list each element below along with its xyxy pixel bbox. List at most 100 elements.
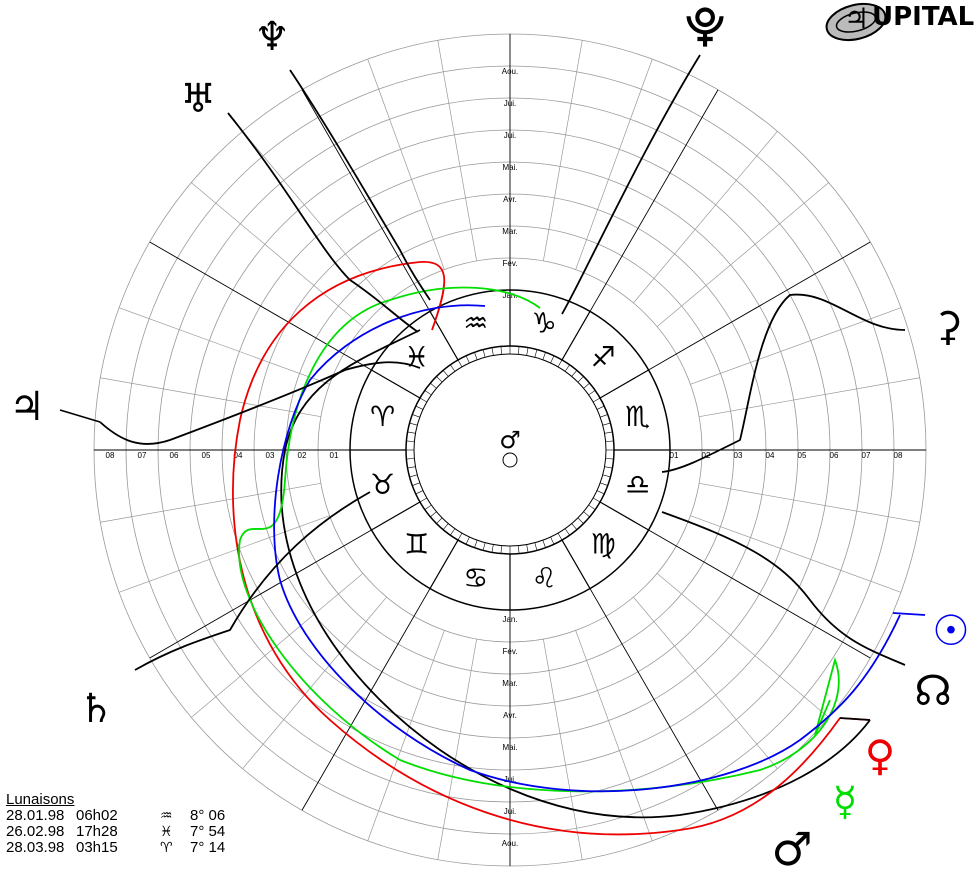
degree-tick: [588, 390, 596, 396]
degree-tick: [592, 397, 601, 403]
degree-tick: [588, 504, 596, 510]
grid-spoke: [648, 241, 871, 371]
degree-tick: [419, 497, 428, 503]
grid-spoke: [118, 307, 330, 385]
zodiac-sign: ♉: [370, 468, 395, 501]
degree-tick: [409, 422, 418, 426]
grid-spoke: [191, 573, 364, 718]
month-label-bottom: Jui.: [504, 775, 516, 784]
degree-tick: [442, 523, 449, 530]
grid-spoke: [100, 377, 321, 418]
grid-spoke: [656, 573, 829, 718]
saturn-track: [134, 491, 371, 671]
degree-tick: [583, 511, 590, 518]
scale-labels: Jan. Fév. Mar. Avr. Mai. Jui. Jui. Aou. Jan. Fév.…: [106, 67, 903, 848]
degree-tick: [415, 405, 424, 410]
month-label-bottom: Jui.: [504, 807, 516, 816]
jupiter-leader: [59, 409, 101, 423]
grid-spoke: [699, 377, 920, 418]
lunaisons-table: Lunaisons 28.01.98 06h02 ♒ 8° 06 26.02.9…: [6, 792, 225, 857]
sign-divider: [561, 539, 591, 589]
month-label-bottom: Jan.: [502, 615, 517, 624]
scale-label-right: 03: [734, 451, 743, 460]
degree-tick: [406, 440, 415, 442]
scale-label-left: 05: [202, 451, 211, 460]
month-label-top: Mar.: [502, 227, 518, 236]
node-track: [661, 511, 906, 666]
zodiac-ring: ♑ ♐ ♏ ♎ ♍ ♌ ♋ ♊ ♉ ♈ ♓ ♒ ♂: [349, 289, 671, 611]
scale-label-left: 01: [330, 451, 339, 460]
scale-label-left: 07: [138, 451, 147, 460]
lunaison-sign: ♒: [160, 808, 173, 824]
degree-tick: [604, 466, 613, 469]
sign-divider: [371, 369, 421, 399]
lunaison-sign: ♓: [160, 824, 173, 840]
grid-spoke: [542, 639, 583, 860]
degree-tick: [534, 542, 538, 551]
lunaison-date: 26.02.98: [6, 823, 65, 840]
planet-tracks: [59, 54, 970, 836]
mars-leader: [839, 717, 871, 721]
degree-tick: [465, 355, 470, 364]
degree-tick: [571, 523, 578, 530]
sign-divider: [599, 369, 649, 399]
scale-label-right: 06: [830, 451, 839, 460]
degree-tick: [600, 482, 608, 486]
degree-tick: [419, 397, 428, 403]
zodiac-sign: ♊: [404, 527, 429, 560]
lunaison-date: 28.01.98: [6, 807, 65, 824]
scale-label-left: 06: [170, 451, 179, 460]
degree-tick: [596, 405, 605, 410]
degree-tick: [412, 414, 420, 418]
sign-divider: [599, 501, 649, 531]
planet-glyphs: ♃ ♄ ♅ ♆ ⯓ ⚳ ☉ ☊ ♀☿ ♂: [9, 4, 970, 872]
lunaison-time: 03h15: [76, 839, 118, 856]
degree-tick: [526, 347, 529, 356]
uranus-track: [227, 112, 419, 333]
scale-label-right: 05: [798, 451, 807, 460]
sign-divider: [371, 501, 421, 531]
grid-spoke: [149, 529, 372, 659]
grid-spoke: [437, 40, 478, 261]
degree-tick: [577, 376, 584, 383]
degree-tick: [409, 474, 418, 478]
degree-tick: [474, 352, 478, 360]
month-label-bottom: Aou.: [502, 839, 518, 848]
degree-tick: [518, 346, 520, 355]
grid-spoke: [149, 241, 372, 371]
scale-label-left: 03: [266, 451, 275, 460]
jupiter-track: [99, 361, 421, 445]
month-label-top: Aou.: [502, 67, 518, 76]
degree-tick: [436, 517, 443, 524]
zodiac-sign: ♍: [591, 527, 616, 560]
sun-track: [273, 304, 901, 793]
neptune-track: [289, 69, 431, 301]
month-label-bottom: Mar.: [502, 679, 518, 688]
degree-tick: [600, 414, 608, 418]
grid-spoke: [575, 58, 653, 270]
grid-spoke: [301, 588, 431, 811]
month-label-top: Mai.: [502, 163, 517, 172]
degree-tick: [602, 422, 611, 426]
zodiac-sign: ♐: [591, 341, 616, 374]
scale-label-right: 04: [766, 451, 775, 460]
zodiac-sign: ♌: [532, 562, 557, 595]
venus-leader: [960, 760, 970, 790]
degree-tick: [457, 532, 463, 541]
mercury-icon: ☿: [833, 779, 858, 825]
venus-icon: ♀: [865, 731, 896, 780]
month-label-bottom: Avr.: [503, 711, 517, 720]
grid-spoke: [437, 639, 478, 860]
degree-tick: [415, 490, 424, 495]
degree-tick: [550, 355, 555, 364]
scale-label-left: 08: [106, 451, 115, 460]
jupiter-icon: ♃: [9, 384, 45, 430]
mercury-track: [238, 286, 840, 793]
logo-icon: ♃: [825, 2, 887, 42]
grid-spoke: [191, 182, 364, 327]
zodiac-sign: ♎: [625, 468, 650, 501]
lunaison-time: 06h02: [76, 807, 118, 824]
brand-name: UPITAL: [872, 2, 975, 32]
scale-label-left: 02: [298, 451, 307, 460]
